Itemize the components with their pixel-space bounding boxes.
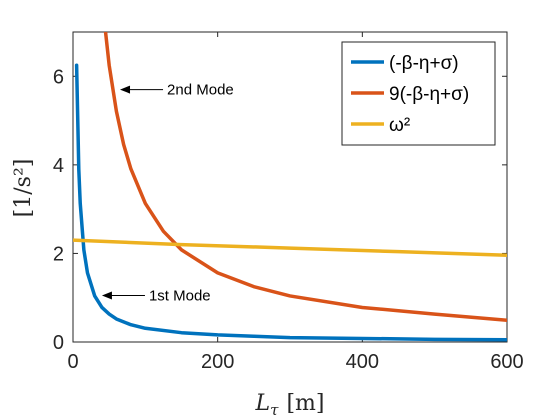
annotation-text-2: 1st Mode (149, 288, 211, 305)
y-tick-label: 4 (53, 155, 64, 177)
x-tick-label: 600 (490, 351, 523, 373)
series-group (73, 32, 507, 342)
legend-label-2: 9(-β-η+σ) (389, 84, 469, 105)
y-axis-label: [1/s²] (11, 159, 36, 218)
annotation-arrow-head-2 (101, 291, 112, 300)
series-line-3 (73, 238, 507, 257)
y-tick-label: 0 (53, 332, 64, 354)
legend-label-3: ω² (389, 115, 410, 136)
series-line-2 (103, 32, 507, 323)
plot-area: 0 200 400 600 0 2 4 6 Lτ [m] [1/s²] 2nd Mode 1st Mod… (11, 31, 524, 419)
x-axis-label-main: L (255, 391, 271, 416)
x-tick-label: 0 (67, 351, 78, 373)
annotation-text-1: 2nd Mode (167, 82, 234, 99)
legend-label-1: (-β-η+σ) (389, 53, 459, 74)
y-tick-label: 2 (53, 243, 64, 265)
y-tick-label: 6 (53, 66, 64, 88)
x-axis-label: Lτ [m] (255, 391, 325, 419)
plot-frame (72, 31, 508, 343)
x-axis-label-sub: τ (270, 401, 279, 419)
x-tick-label: 400 (346, 351, 379, 373)
x-tick-label: 200 (201, 351, 234, 373)
x-axis-label-unit: [m] (286, 391, 324, 416)
annotation-arrow-head-1 (120, 85, 131, 94)
